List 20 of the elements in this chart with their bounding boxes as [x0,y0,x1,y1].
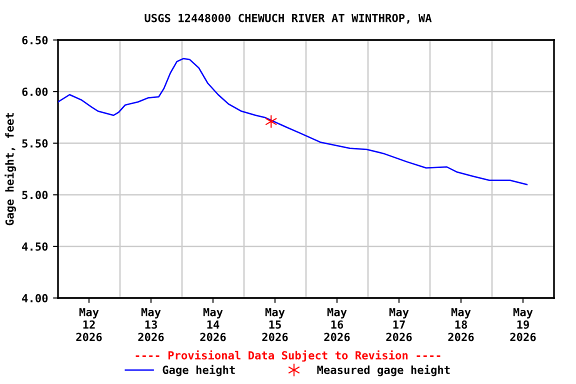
line-series [58,58,528,186]
x-tick-label: May 12 2026 [76,308,102,342]
x-tick-label: May 17 2026 [386,308,412,342]
y-tick-label: 5.50 [22,139,48,148]
x-tick-label: May 16 2026 [324,308,350,342]
chart-title: USGS 12448000 CHEWUCH RIVER AT WINTHROP, WA [144,14,432,24]
x-tick-label: May 18 2026 [448,308,474,342]
x-tick-label: May 13 2026 [138,308,164,342]
x-tick-label: May 15 2026 [262,308,288,342]
text: ---- Provisional Data Subject to Revision ---- [136,350,440,362]
x-tick-label: May 14 2026 [200,308,226,342]
x-tick-label: May 19 2026 [510,308,536,342]
legend-label: Measured gage height [317,364,450,376]
legend-label: Gage height [162,364,235,376]
y-tick-label: 6.00 [22,88,48,96]
y-tick-label: 4.00 [22,294,48,302]
y-axis-title: Gage height, feet [4,113,16,226]
y-tick-label: 5.00 [22,190,48,200]
y-tick-label: 6.50 [22,36,48,44]
y-tick-label: 4.50 [22,242,48,251]
